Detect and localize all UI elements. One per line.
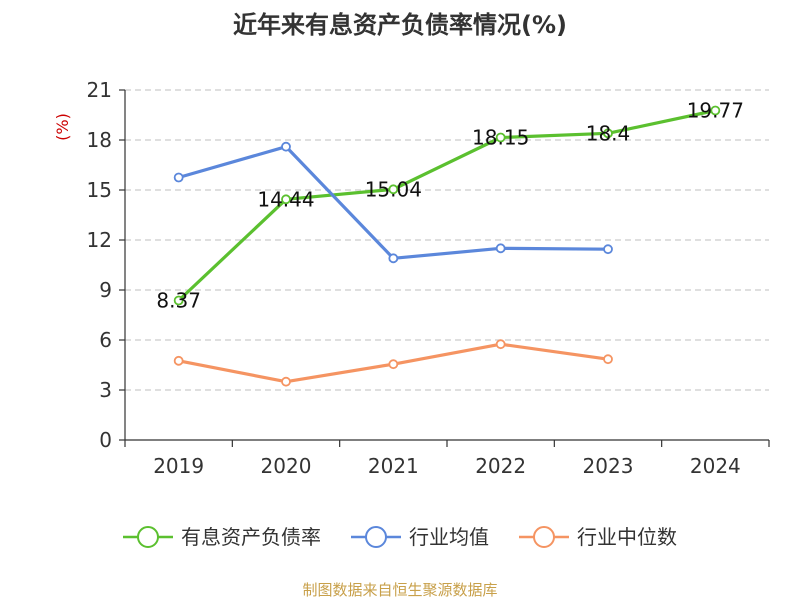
y-tick-label: 15 bbox=[87, 178, 112, 202]
data-label: 18.15 bbox=[472, 126, 529, 150]
legend-label: 行业中位数 bbox=[577, 525, 677, 549]
x-tick-label: 2020 bbox=[261, 454, 312, 478]
data-label: 14.44 bbox=[257, 187, 314, 211]
data-point[interactable] bbox=[603, 128, 613, 139]
data-point[interactable] bbox=[173, 355, 184, 366]
legend-item[interactable]: 有息资产负债率 bbox=[123, 525, 321, 549]
y-tick-label: 18 bbox=[87, 128, 112, 152]
data-point[interactable] bbox=[388, 184, 399, 195]
y-tick-label: 6 bbox=[99, 328, 112, 352]
x-tick-label: 2024 bbox=[690, 454, 741, 478]
legend-marker bbox=[533, 526, 555, 548]
data-point[interactable] bbox=[710, 105, 721, 116]
x-tick-label: 2019 bbox=[153, 454, 204, 478]
axes: 0 3 6 9 12 15 18 21 2019 2020 2021 2022 2023 2024 bbox=[87, 78, 770, 478]
data-point[interactable] bbox=[173, 172, 184, 183]
legend-label: 有息资产负债率 bbox=[181, 525, 321, 549]
legend-item[interactable]: 行业中位数 bbox=[519, 525, 677, 549]
y-tick-label: 3 bbox=[99, 378, 112, 402]
x-tick-label: 2022 bbox=[475, 454, 526, 478]
data-label: 8.37 bbox=[156, 289, 201, 313]
data-point[interactable] bbox=[495, 132, 506, 143]
data-point[interactable] bbox=[495, 243, 506, 254]
data-label: 15.04 bbox=[365, 177, 422, 201]
legend-item[interactable]: 行业均值 bbox=[351, 525, 489, 549]
y-tick-label: 9 bbox=[99, 278, 112, 302]
y-tick-label: 12 bbox=[87, 228, 112, 252]
series-1 bbox=[173, 141, 613, 264]
data-label: 19.77 bbox=[687, 99, 744, 123]
y-axis-unit: (%) bbox=[53, 113, 72, 141]
grid-lines bbox=[125, 89, 769, 391]
data-point[interactable] bbox=[281, 376, 291, 387]
data-point[interactable] bbox=[495, 339, 506, 350]
data-point[interactable] bbox=[388, 253, 399, 264]
data-point[interactable] bbox=[281, 194, 291, 205]
source-note: 制图数据来自恒生聚源数据库 bbox=[302, 581, 497, 599]
data-point[interactable] bbox=[603, 354, 613, 365]
series bbox=[173, 105, 721, 387]
series-2 bbox=[173, 339, 613, 387]
data-point[interactable] bbox=[281, 141, 291, 152]
y-tick-label: 0 bbox=[99, 428, 112, 452]
data-point[interactable] bbox=[388, 359, 399, 370]
series-line bbox=[177, 108, 717, 303]
legend-marker bbox=[137, 526, 159, 548]
x-tick-label: 2021 bbox=[368, 454, 419, 478]
legend-label: 行业均值 bbox=[409, 525, 489, 549]
data-point[interactable] bbox=[603, 244, 613, 255]
y-tick-label: 21 bbox=[87, 78, 112, 102]
series-0 bbox=[173, 105, 721, 306]
data-label: 18.4 bbox=[586, 121, 631, 145]
data-point[interactable] bbox=[173, 295, 184, 306]
chart-title: 近年来有息资产负债率情况(%) bbox=[233, 11, 567, 39]
legend[interactable]: 有息资产负债率 行业均值 行业中位数 bbox=[123, 525, 677, 549]
x-tick-label: 2023 bbox=[583, 454, 634, 478]
legend-marker bbox=[365, 526, 387, 548]
data-labels: 8.37 14.44 15.04 18.15 18.4 19.77 bbox=[156, 99, 744, 313]
